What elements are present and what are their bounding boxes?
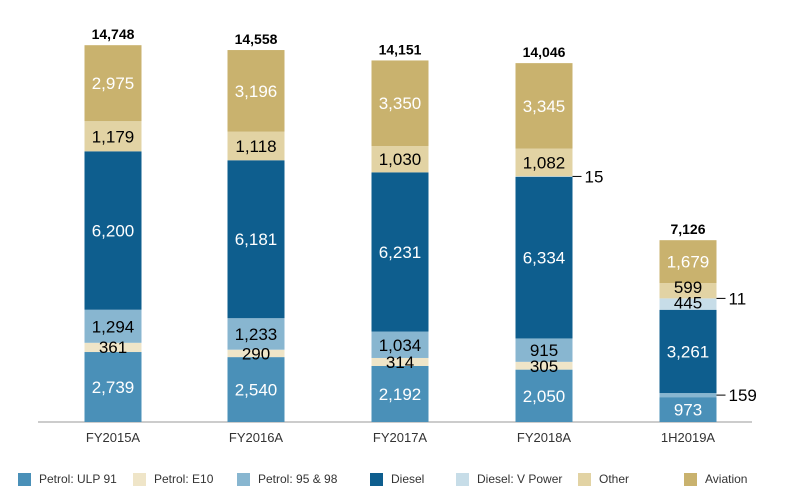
data-label-fy2018a-petrol-ulp-91: 2,050 (523, 387, 566, 406)
data-label-fy2018a-aviation: 3,345 (523, 97, 566, 116)
data-label-fy2016a-other: 1,118 (235, 137, 276, 156)
data-label-fy2016a-petrol-95-98: 1,233 (235, 325, 278, 344)
bar-segment-fy2017a-diesel (371, 172, 429, 332)
legend-swatch (237, 472, 250, 486)
bar-segment-fy2017a-petrol-95-98 (371, 331, 429, 358)
data-label-fy2015a-petrol-e10: 361 (99, 338, 127, 357)
data-label-fy2017a-other: 1,030 (379, 150, 422, 169)
bar-segment-fy2017a-other (371, 146, 429, 173)
data-label-fy2015a-petrol-95-98: 1,294 (92, 317, 135, 336)
bar-segment-1h2019a-other (659, 283, 717, 299)
bar-segment-fy2016a-aviation (227, 50, 285, 132)
bar-segment-fy2015a-petrol-e10 (84, 342, 142, 353)
bar-segment-1h2019a-diesel-v-power (659, 298, 717, 310)
data-label-fy2016a-aviation: 3,196 (235, 82, 278, 101)
legend-swatch (133, 472, 146, 486)
legend-item-diesel-v-power: Diesel: V Power (456, 472, 562, 486)
side-label-11: 11 (729, 289, 747, 308)
side-label-15: 15 (585, 167, 604, 186)
total-label-fy2018a: 14,046 (523, 44, 566, 60)
legend-swatch (456, 472, 469, 486)
data-label-fy2017a-aviation: 3,350 (379, 94, 422, 113)
bar-segment-fy2015a-aviation (84, 45, 142, 122)
chart-legend: Petrol: ULP 91 Petrol: E10 Petrol: 95 & 98… (0, 468, 808, 490)
legend-item-diesel: Diesel (370, 472, 424, 486)
data-label-fy2018a-other: 1,082 (523, 153, 566, 172)
data-label-fy2015a-other: 1,179 (92, 127, 135, 146)
category-label-fy2017a: FY2017A (373, 430, 428, 445)
legend-swatch (370, 472, 383, 486)
data-label-fy2016a-diesel: 6,181 (235, 230, 278, 249)
bar-segment-1h2019a-petrol-95-98 (659, 393, 717, 398)
legend-label: Petrol: ULP 91 (39, 472, 117, 486)
legend-item-other: Other (578, 472, 629, 486)
data-label-fy2017a-petrol-95-98: 1,034 (379, 336, 422, 355)
bar-segment-1h2019a-diesel (659, 309, 717, 394)
category-label-fy2015a: FY2015A (86, 430, 141, 445)
legend-item-petrol-ulp-91: Petrol: ULP 91 (18, 472, 117, 486)
data-label-1h2019a-petrol-ulp-91: 973 (674, 401, 702, 420)
data-label-fy2015a-aviation: 2,975 (92, 74, 135, 93)
bar-segment-fy2018a-other (515, 148, 573, 177)
legend-label: Petrol: E10 (154, 472, 214, 486)
data-label-fy2017a-petrol-ulp-91: 2,192 (379, 385, 422, 404)
data-label-fy2018a-diesel: 6,334 (523, 249, 566, 268)
chart-canvas: 2,739 361 1,294 6,200 1,179 2,975 14,748 FY2015… (38, 26, 757, 445)
legend-label: Diesel (391, 472, 425, 486)
legend-label: Other (599, 472, 630, 486)
legend-label: Petrol: 95 & 98 (258, 472, 338, 486)
legend-item-petrol-95-98: Petrol: 95 & 98 (237, 472, 337, 486)
total-label-fy2016a: 14,558 (235, 31, 278, 47)
bar-segment-1h2019a-aviation (659, 240, 717, 284)
data-label-fy2016a-petrol-e10: 290 (242, 345, 270, 364)
bar-segment-fy2018a-petrol-e10 (515, 361, 573, 370)
data-label-fy2016a-petrol-ulp-91: 2,540 (235, 381, 278, 400)
total-label-fy2015a: 14,748 (92, 26, 135, 42)
bar-segment-fy2016a-other (227, 131, 285, 161)
bar-segment-fy2015a-petrol-ulp-91 (84, 352, 142, 422)
total-label-fy2017a: 14,151 (379, 41, 422, 57)
legend-label: Aviation (705, 472, 748, 486)
legend-item-aviation: Aviation (684, 472, 747, 486)
bar-segment-fy2016a-petrol-ulp-91 (227, 357, 285, 422)
bar-segment-1h2019a-petrol-ulp-91 (659, 397, 717, 422)
bar-segment-fy2017a-petrol-ulp-91 (371, 365, 429, 422)
data-label-1h2019a-aviation: 1,679 (667, 253, 710, 272)
bar-segment-fy2018a-petrol-ulp-91 (515, 369, 573, 422)
data-label-fy2015a-petrol-ulp-91: 2,739 (92, 378, 135, 397)
data-label-fy2015a-diesel: 6,200 (92, 222, 135, 241)
bar-segment-fy2017a-petrol-e10 (371, 357, 429, 366)
side-label-159: 159 (729, 386, 757, 405)
bar-segment-fy2018a-petrol-95-98 (515, 338, 573, 362)
data-label-fy2018a-petrol-e10: 305 (530, 357, 558, 376)
bar-segment-fy2015a-petrol-95-98 (84, 309, 142, 343)
bar-segment-fy2018a-diesel-v-power (515, 176, 573, 177)
bar-segment-fy2016a-petrol-95-98 (227, 318, 285, 350)
legend-label: Diesel: V Power (477, 472, 563, 486)
legend-swatch (18, 472, 31, 486)
data-label-1h2019a-diesel: 3,261 (667, 342, 710, 361)
bar-segment-fy2018a-diesel (515, 176, 573, 339)
bar-segment-fy2018a-aviation (515, 63, 573, 149)
bar-segment-fy2015a-diesel (84, 151, 142, 310)
data-label-fy2017a-diesel: 6,231 (379, 243, 422, 262)
data-label-fy2018a-petrol-95-98: 915 (530, 341, 558, 360)
bar-segment-fy2016a-diesel (227, 160, 285, 319)
category-label-fy2016a: FY2016A (229, 430, 284, 445)
data-label-1h2019a-other: 599 (674, 278, 702, 297)
category-label-fy2018a: FY2018A (517, 430, 572, 445)
total-label-1h2019a: 7,126 (670, 221, 705, 237)
legend-swatch (684, 472, 697, 486)
data-label-fy2017a-petrol-e10: 314 (386, 353, 414, 372)
legend-swatch (578, 472, 591, 486)
data-label-1h2019a-diesel-v-power: 445 (674, 293, 702, 312)
legend-item-petrol-e10: Petrol: E10 (133, 472, 213, 486)
bar-segment-fy2017a-aviation (371, 60, 429, 147)
category-label-1h2019a: 1H2019A (661, 430, 716, 445)
bar-segment-fy2016a-petrol-e10 (227, 349, 285, 358)
bar-segment-fy2015a-other (84, 121, 142, 152)
